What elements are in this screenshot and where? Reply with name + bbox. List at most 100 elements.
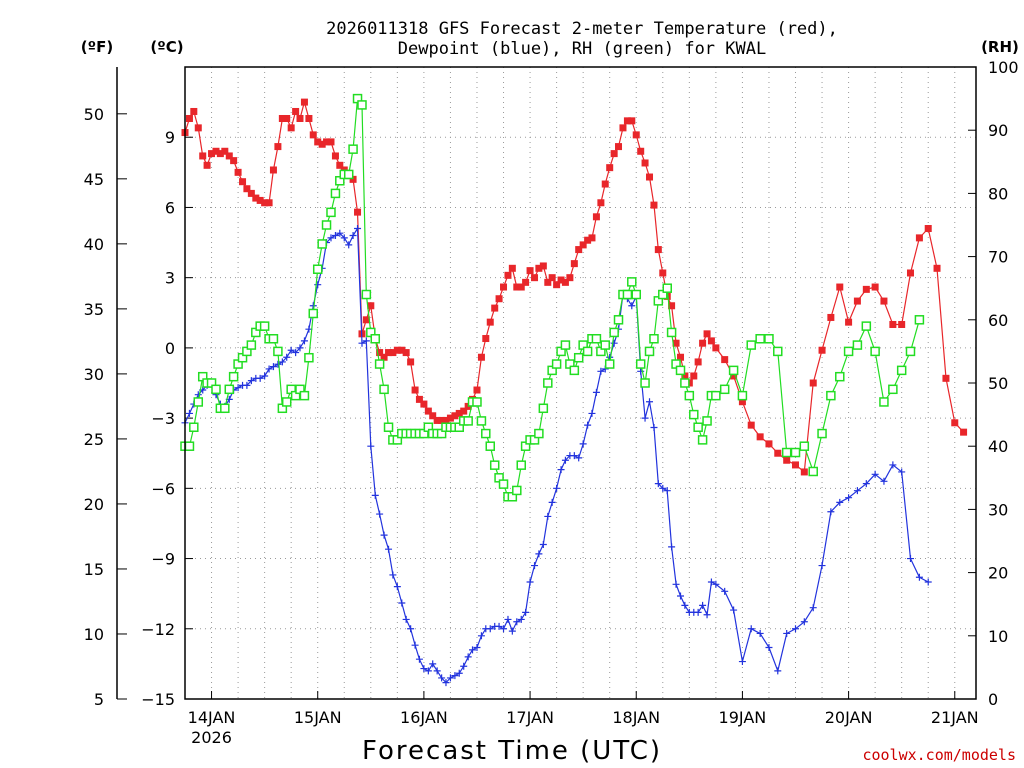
dewpoint-point	[699, 601, 707, 609]
temperature-point	[442, 416, 450, 424]
chart-title-line2: Dewpoint (blue), RH (green) for KWAL	[398, 39, 766, 59]
dewpoint-point	[818, 562, 826, 570]
temperature-point	[376, 349, 384, 357]
rh-point	[534, 428, 544, 439]
dewpoint-point	[575, 454, 583, 462]
rh-point	[299, 390, 310, 401]
temperature-point	[283, 114, 291, 122]
temperature-point	[765, 440, 773, 448]
temperature-point	[522, 278, 530, 286]
temperature-point	[274, 143, 282, 151]
rh-tick-label: 70	[988, 248, 1008, 267]
temperature-point	[933, 264, 941, 272]
rh-point	[604, 359, 615, 369]
rh-point	[326, 207, 336, 218]
dewpoint-point	[367, 442, 375, 450]
temperature-point	[641, 159, 649, 167]
temperature-point	[438, 416, 446, 424]
series-dewpoint	[181, 225, 932, 687]
dewpoint-point	[862, 480, 870, 488]
rh-point	[481, 428, 491, 439]
temperature-point	[318, 140, 326, 148]
rh-point	[702, 416, 712, 426]
temperature-point	[354, 208, 362, 216]
dewpoint-point	[438, 674, 446, 682]
temperature-point	[389, 349, 397, 357]
source-credit: coolwx.com/models	[862, 746, 1016, 764]
temperature-point	[889, 320, 897, 328]
rh-point	[764, 334, 774, 344]
rh-point	[689, 409, 699, 420]
dewpoint-point	[747, 625, 755, 633]
rh-point	[746, 340, 756, 350]
dewpoint-point	[827, 508, 835, 516]
rh-tick-label: 90	[988, 121, 1008, 140]
rh-point	[281, 397, 292, 407]
temperature-point	[482, 335, 490, 343]
dewpoint-point	[677, 592, 685, 600]
dewpoint-point	[469, 646, 477, 654]
dewpoint-point	[650, 423, 658, 431]
x-axis-label: Forecast Time (UTC)	[362, 736, 662, 766]
dewpoint-point	[610, 339, 618, 347]
rh-point	[348, 144, 358, 154]
temperature-point	[845, 318, 853, 326]
temperature-point	[221, 147, 229, 155]
dewpoint-point	[889, 461, 897, 469]
rh-point	[569, 365, 580, 376]
series-layer	[180, 93, 968, 687]
temperature-point	[508, 264, 516, 272]
temperature-point	[915, 234, 923, 242]
rh-point	[582, 346, 593, 357]
celsius-tick-label: −3	[151, 409, 175, 428]
fahrenheit-tick-label: 20	[84, 495, 104, 514]
rh-point	[649, 334, 659, 344]
temperature-point	[677, 353, 685, 361]
rh-point	[808, 466, 818, 477]
dewpoint-point	[477, 632, 485, 640]
fahrenheit-tick-label: 15	[84, 560, 104, 579]
rh-point	[361, 289, 372, 300]
rh-point	[543, 378, 553, 388]
dewpoint-point	[712, 580, 720, 588]
temperature-point	[420, 400, 428, 408]
dewpoint-point	[336, 229, 344, 237]
dewpoint-point	[451, 672, 459, 680]
temperature-point	[486, 318, 494, 326]
temperature-point	[349, 175, 357, 183]
dewpoint-point	[663, 487, 671, 495]
rh-point	[627, 277, 637, 287]
dewpoint-point	[792, 625, 800, 633]
temperature-point	[216, 150, 224, 158]
celsius-tick-label: −9	[151, 550, 175, 569]
celsius-tick-label: 0	[165, 339, 175, 358]
temperature-point	[446, 414, 454, 422]
rh-point	[693, 422, 703, 432]
temperature-point	[190, 107, 198, 115]
dewpoint-point	[371, 491, 379, 499]
dewpoint-point	[672, 580, 680, 588]
rh-point	[609, 327, 619, 338]
dewpoint-point	[486, 625, 494, 633]
temperature-point	[712, 344, 720, 352]
temperature-point	[783, 456, 791, 464]
rh-point	[463, 416, 473, 426]
rh-point	[560, 340, 571, 350]
rh-point	[640, 378, 650, 388]
rh-point	[516, 460, 527, 470]
fahrenheit-tick-label: 30	[84, 365, 104, 384]
rh-point	[317, 239, 327, 249]
temperature-point	[393, 346, 401, 354]
dewpoint-point	[694, 608, 702, 616]
dewpoint-point	[584, 421, 592, 429]
temperature-point	[942, 374, 950, 382]
temperature-point	[473, 386, 481, 394]
temperature-point	[871, 283, 879, 291]
dewpoint-point	[345, 241, 353, 249]
dewpoint-point	[411, 641, 419, 649]
rh-tick-label: 50	[988, 374, 1008, 393]
rh-point	[273, 346, 283, 357]
temperature-point	[650, 201, 658, 209]
temperature-point	[323, 138, 331, 146]
